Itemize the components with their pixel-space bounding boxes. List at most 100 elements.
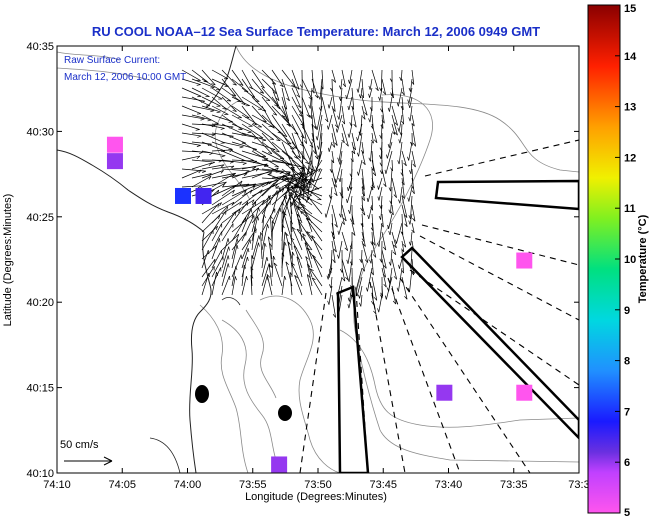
current-vector: [378, 177, 383, 190]
dashed-line: [299, 292, 327, 473]
current-vector: [201, 69, 216, 86]
current-vector: [221, 263, 229, 287]
current-vector-head: [329, 168, 333, 173]
current-vector-head: [306, 231, 311, 234]
current-vector: [296, 214, 303, 242]
colorbar-tick-label: 5: [624, 507, 630, 519]
current-vector: [399, 132, 403, 144]
current-vector: [241, 171, 273, 179]
current-vector-head: [273, 262, 278, 267]
current-vector: [221, 201, 242, 215]
current-vector-head: [397, 127, 400, 132]
current-vector-head: [232, 110, 237, 112]
current-vector-head: [371, 301, 374, 305]
current-vector: [387, 141, 393, 159]
current-vector: [355, 267, 363, 291]
current-vector: [231, 105, 250, 119]
colorbar: [587, 4, 621, 514]
current-vector: [381, 231, 387, 251]
current-vector-head: [276, 105, 280, 110]
current-vector: [294, 186, 323, 198]
current-vector-head: [300, 135, 305, 139]
current-vector: [291, 96, 303, 117]
current-vector-head: [379, 162, 383, 167]
current-vector-head: [239, 83, 244, 86]
current-vector: [231, 254, 242, 278]
x-tick-label: 73:35: [500, 479, 528, 491]
current-vector-head: [297, 155, 301, 159]
current-vector-head: [296, 206, 299, 211]
current-vector: [411, 150, 416, 168]
current-vector-head: [356, 137, 358, 142]
current-vector-head: [301, 188, 306, 191]
colorbar-tick-label: 14: [624, 51, 637, 63]
current-vector: [361, 150, 366, 165]
current-vector-head: [388, 187, 391, 192]
current-vector: [231, 78, 249, 93]
current-vector: [221, 78, 237, 97]
current-vector-head: [208, 162, 212, 167]
current-vector: [231, 167, 259, 179]
current-vector: [221, 189, 247, 206]
current-vector: [361, 249, 363, 263]
current-vector-head: [239, 146, 244, 149]
current-vector: [369, 87, 373, 98]
current-vector: [318, 123, 323, 150]
current-vector-head: [197, 185, 202, 189]
current-vector-head: [337, 230, 340, 235]
current-vector-head: [332, 79, 336, 83]
y-tick-label: 40:10: [26, 468, 54, 480]
current-vector: [201, 229, 214, 251]
current-vector-head: [259, 91, 264, 94]
colorbar-tick-label: 11: [624, 203, 636, 215]
current-vector: [381, 258, 386, 278]
annotation-current-label: Raw Surface Current:: [64, 55, 160, 66]
current-vector-head: [247, 248, 250, 253]
current-vector-head: [236, 238, 239, 243]
y-tick-label: 40:15: [26, 383, 54, 395]
current-vector-head: [325, 118, 329, 123]
current-vector: [281, 78, 290, 101]
x-tick-label: 74:00: [174, 479, 202, 491]
current-vector-head: [290, 202, 292, 207]
current-vector-head: [318, 168, 321, 173]
current-vector: [211, 165, 235, 170]
current-vector-head: [408, 215, 411, 219]
current-vector: [389, 132, 393, 148]
current-vector-head: [266, 274, 271, 278]
current-vector-head: [401, 120, 404, 125]
current-vector-head: [228, 246, 230, 251]
current-vector: [410, 231, 413, 246]
current-vector-head: [293, 146, 298, 149]
current-vector-head: [326, 125, 329, 130]
current-vector: [181, 168, 206, 172]
current-vector-head: [375, 87, 379, 91]
current-vector-head: [378, 96, 381, 101]
current-vector-head: [258, 235, 261, 240]
current-vector: [251, 226, 256, 251]
current-vector: [211, 223, 223, 242]
radar-dashed-lines: [299, 139, 579, 473]
current-vector: [251, 105, 267, 123]
current-vector: [261, 195, 270, 224]
current-vector-head: [341, 139, 345, 144]
current-vector-head: [290, 237, 295, 241]
current-vector: [290, 220, 293, 251]
current-vector: [311, 105, 317, 129]
current-vector: [211, 267, 222, 287]
current-vector: [357, 69, 363, 93]
current-vector: [388, 213, 393, 229]
current-vector-head: [327, 300, 330, 305]
current-vector: [241, 78, 256, 98]
current-vector-head: [401, 91, 405, 96]
current-vector-head: [268, 263, 272, 268]
current-vector-head: [356, 152, 359, 157]
current-vector-head: [368, 157, 371, 162]
bathymetry-contour: [199, 304, 249, 473]
current-vector: [221, 159, 247, 164]
current-vector-head: [312, 254, 316, 258]
y-tick-label: 40:30: [26, 126, 54, 138]
sst-patch: [195, 187, 212, 204]
current-vector-head: [304, 242, 308, 246]
current-vector-head: [393, 194, 397, 198]
